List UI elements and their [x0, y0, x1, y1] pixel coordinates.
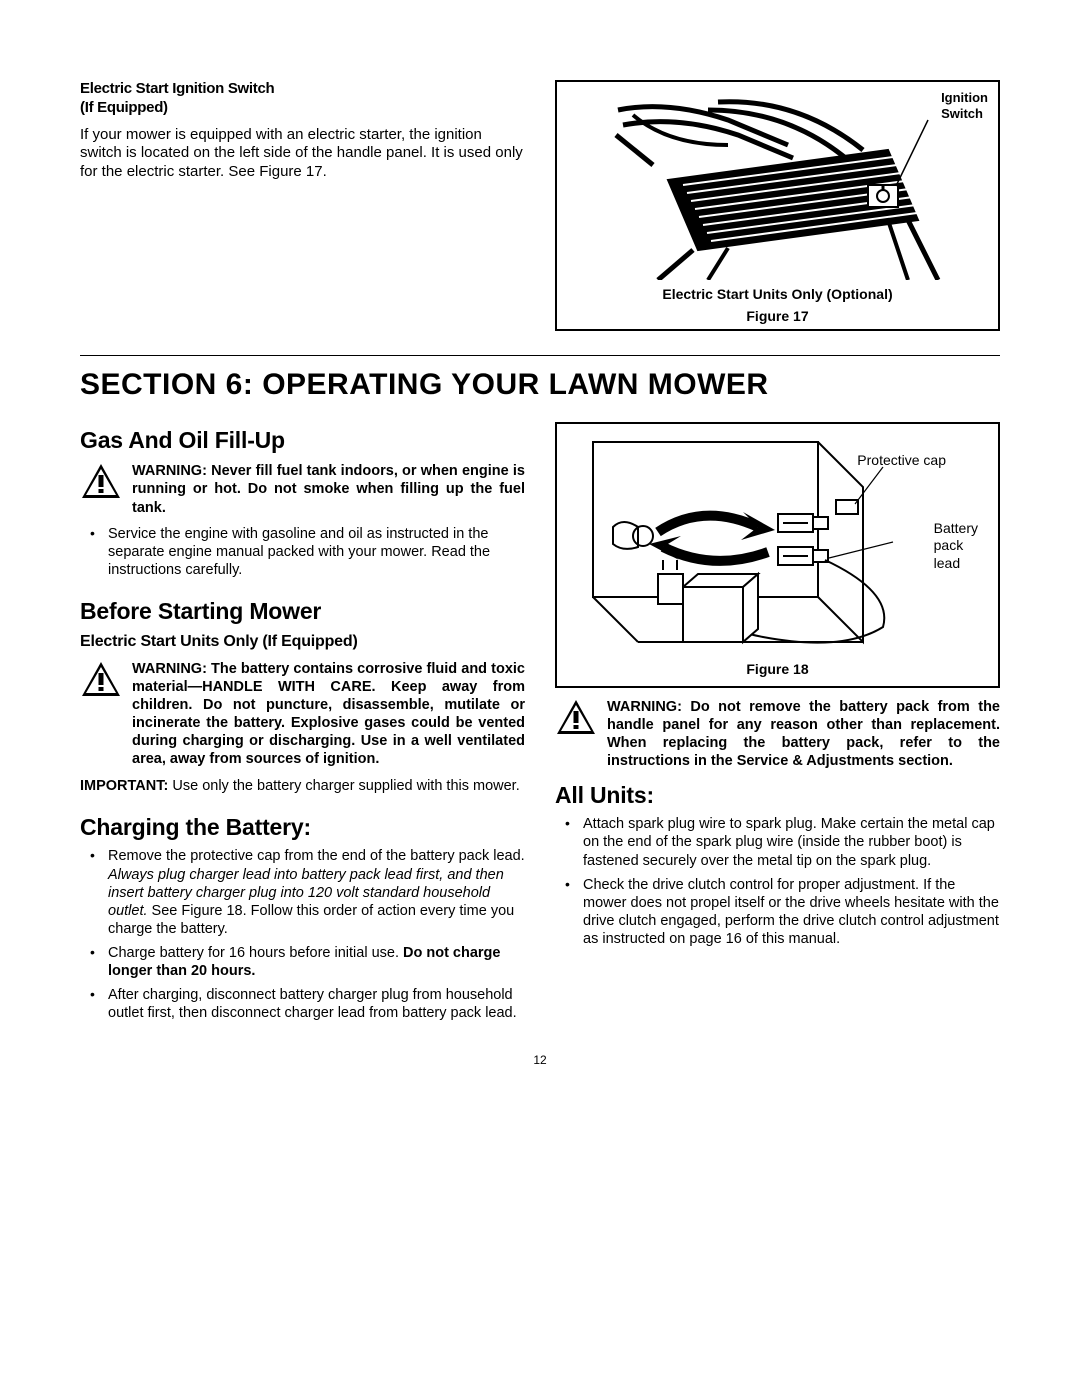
- left-column: Gas And Oil Fill-Up WARNING: Never fill …: [80, 422, 525, 1029]
- fig17-caption: Figure 17: [565, 308, 990, 326]
- bullet-remove-cap: Remove the protective cap from the end o…: [80, 847, 525, 938]
- bullet-drive-clutch: Check the drive clutch control for prope…: [555, 876, 1000, 949]
- electric-start-body: If your mower is equipped with an electr…: [80, 126, 525, 182]
- important-label: IMPORTANT:: [80, 778, 172, 794]
- right-column: Protective cap Battery pack lead Figure …: [555, 422, 1000, 1029]
- warning-icon: [80, 462, 122, 500]
- section-6-title: SECTION 6: OPERATING YOUR LAWN MOWER: [80, 366, 1000, 404]
- warning-gas-text: WARNING: Never fill fuel tank indoors, o…: [132, 462, 525, 516]
- fig18-callout-lead: Battery pack lead: [934, 520, 978, 573]
- fig17-callout-ignition: Ignition Switch: [941, 90, 988, 123]
- heading-gas-oil: Gas And Oil Fill-Up: [80, 426, 525, 455]
- warning-icon: [80, 660, 122, 698]
- bullet-charge-16h: Charge battery for 16 hours before initi…: [80, 944, 525, 980]
- fig18-callout-cap: Protective cap: [857, 452, 946, 470]
- heading-charging-battery: Charging the Battery:: [80, 813, 525, 842]
- fig17-note: Electric Start Units Only (Optional): [565, 286, 990, 304]
- fig18-caption: Figure 18: [565, 661, 990, 679]
- heading-before-starting: Before Starting Mower: [80, 597, 525, 626]
- warning-battery-pack-text: WARNING: Do not remove the battery pack …: [607, 698, 1000, 771]
- section-divider: [80, 355, 1000, 356]
- page-number: 12: [80, 1053, 1000, 1068]
- electric-start-heading: Electric Start Ignition Switch (If Equip…: [80, 80, 525, 118]
- figure-18-box: Protective cap Battery pack lead Figure …: [555, 422, 1000, 689]
- important-note: IMPORTANT: Use only the battery charger …: [80, 777, 525, 795]
- figure-17-box: Ignition Switch Electric Start Units Onl…: [555, 80, 1000, 331]
- warning-battery-text: WARNING: The battery contains corrosive …: [132, 660, 525, 769]
- heading-all-units: All Units:: [555, 781, 1000, 810]
- bullet-service-engine: Service the engine with gasoline and oil…: [80, 525, 525, 579]
- figure-17-illustration: [588, 90, 968, 280]
- subheading-electric-start-units: Electric Start Units Only (If Equipped): [80, 632, 525, 652]
- bullet-after-charging: After charging, disconnect battery charg…: [80, 986, 525, 1022]
- warning-icon: [555, 698, 597, 736]
- bullet-spark-plug: Attach spark plug wire to spark plug. Ma…: [555, 815, 1000, 869]
- important-text: Use only the battery charger supplied wi…: [172, 778, 519, 794]
